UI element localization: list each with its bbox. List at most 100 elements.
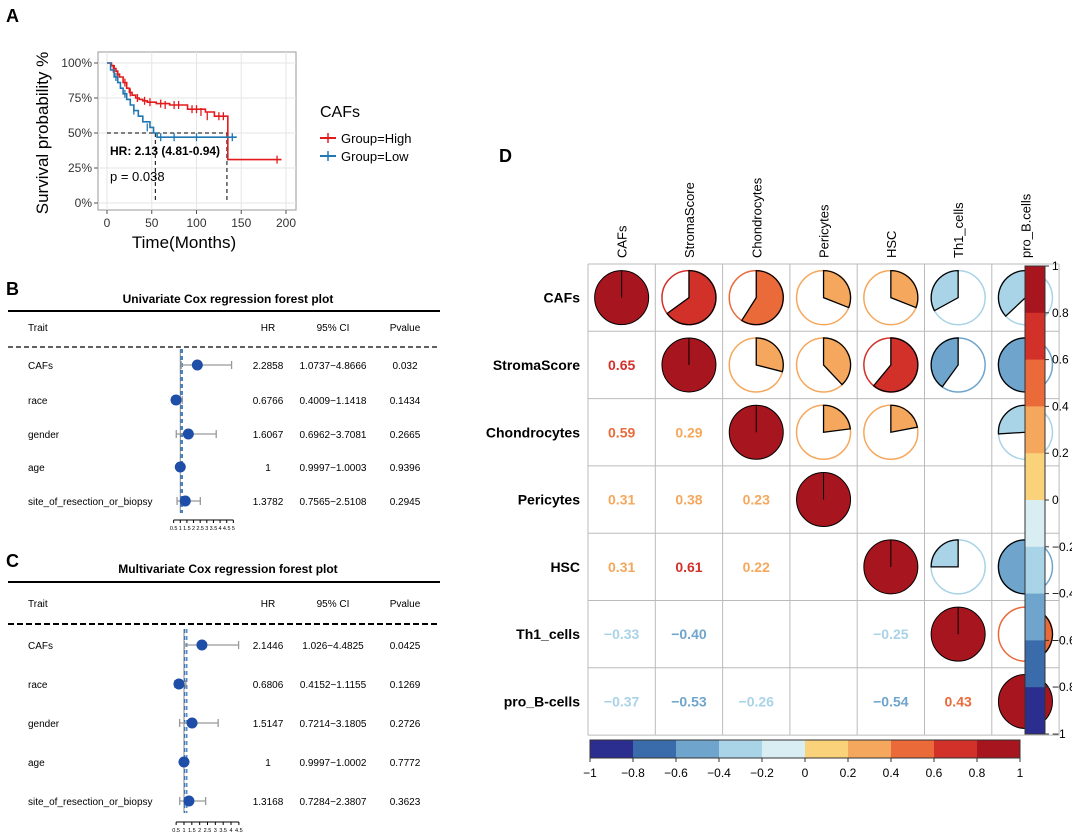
colorbar-right-tick-label: 0.2	[1052, 446, 1069, 460]
forest-c-title: Multivariate Cox regression forest plot	[118, 562, 337, 576]
colorbar-bottom-tick-label: 1	[1017, 766, 1024, 780]
corr-pie-wedge	[997, 269, 1027, 318]
colorbar-bottom-segment	[762, 740, 806, 758]
forest-b-p-value: 0.032	[392, 361, 417, 372]
forest-b-header-ci: 95% CI	[317, 323, 350, 334]
forest-c-axis-tick-label: 2	[198, 828, 201, 834]
forest-c-trait-label: gender	[28, 719, 60, 730]
colorbar-bottom-tick-label: −1	[583, 766, 597, 780]
univariate-forest-plot: Univariate Cox regression forest plot Tr…	[8, 292, 440, 532]
colorbar-right-tick-label: 0.8	[1052, 306, 1069, 320]
corr-column-label: Pericytes	[817, 204, 832, 258]
corr-pie-wedge	[822, 337, 852, 386]
corr-value-label: −0.33	[604, 626, 640, 642]
colorbar-right-segment	[1025, 359, 1045, 407]
forest-b-ci-value: 0.7565−2.5108	[299, 497, 366, 508]
colorbar-bottom-segment	[977, 740, 1021, 758]
corr-value-label: 0.31	[608, 559, 635, 575]
forest-b-axis: 0.5 1 1.5 2 2.5 3 3.5 4 4.5 5	[170, 519, 235, 532]
colorbar-bottom-segment	[676, 740, 720, 758]
km-x-label: Time(Months)	[132, 233, 236, 252]
corr-pie-wedge	[930, 539, 959, 568]
corr-column-label: pro_B.cells	[1018, 193, 1033, 258]
corr-row-label: Chondrocytes	[486, 424, 580, 440]
colorbar-bottom-segment	[719, 740, 763, 758]
corr-column-label: HSC	[884, 231, 899, 258]
forest-c-axis-tick-label: 3.5	[219, 828, 227, 834]
forest-c-axis-tick-label: 3	[214, 828, 217, 834]
corr-row-label: Th1_cells	[516, 626, 580, 642]
corr-row-label: CAFs	[543, 290, 580, 306]
forest-b-hr-value: 2.2858	[253, 361, 284, 372]
km-y-tick-label: 75%	[68, 91, 92, 105]
forest-b-axis-tick-label: 4.5	[223, 526, 231, 532]
corr-pie-wedge	[997, 337, 1032, 393]
corr-pie-wedge	[930, 337, 959, 388]
km-p-annotation: p = 0.038	[110, 169, 165, 184]
forest-c-marks	[173, 629, 240, 813]
corr-pie-wedge	[930, 269, 959, 312]
panel-label-d: D	[499, 146, 512, 166]
colorbar-bottom-segment	[590, 740, 634, 758]
corr-value-label: −0.53	[671, 693, 707, 709]
forest-b-hr-point	[182, 428, 194, 440]
corr-pie-wedge	[997, 539, 1033, 595]
colorbar-right-segment	[1025, 640, 1045, 688]
corr-value-label: −0.25	[873, 626, 909, 642]
forest-c-axis-tick-label: 2.5	[204, 828, 212, 834]
corr-value-label: 0.31	[608, 492, 635, 508]
forest-c-trait-label: race	[28, 680, 48, 691]
corr-pie-wedge	[822, 404, 852, 433]
corr-column-label: StromaScore	[682, 182, 697, 258]
forest-b-trait-label: race	[28, 396, 48, 407]
correlation-matrix: CAFs StromaScore Chondrocytes Pericytes HSC T…	[486, 177, 1072, 780]
forest-c-axis-tick-label: 1.5	[188, 828, 196, 834]
forest-b-axis-tick-label: 3	[205, 526, 208, 532]
forest-c-hr-point	[178, 756, 190, 768]
corr-pie-wedge	[872, 337, 919, 393]
corr-value-label: −0.26	[739, 693, 775, 709]
forest-c-axis-tick-label: 4.5	[235, 828, 243, 834]
colorbar-right-tick-label: −0.8	[1052, 680, 1072, 694]
forest-b-header-trait: Trait	[28, 323, 48, 334]
forest-c-p-value: 0.7772	[390, 758, 421, 769]
colorbar-bottom-segment	[805, 740, 849, 758]
colorbar-right-segment	[1025, 406, 1045, 454]
forest-b-trait-label: age	[28, 463, 45, 474]
colorbar-bottom-tick-label: −0.2	[750, 766, 774, 780]
forest-c-hr-value: 1	[265, 758, 271, 769]
forest-b-axis-tick-label: 1.5	[183, 526, 191, 532]
corr-value-label: −0.40	[671, 626, 707, 642]
forest-b-hr-point	[174, 461, 186, 473]
colorbar-bottom-tick-label: −0.6	[664, 766, 688, 780]
colorbar-bottom-segment	[848, 740, 892, 758]
forest-c-axis-tick-label: 0.5	[172, 828, 180, 834]
panel-label-c: C	[6, 551, 19, 571]
corr-row-label: Pericytes	[518, 492, 580, 508]
colorbar-bottom-tick-label: −0.4	[707, 766, 731, 780]
colorbar-right-tick-label: −1	[1052, 727, 1066, 741]
corr-pie-wedge	[890, 269, 919, 309]
forest-c-axis-tick-label: 1	[182, 828, 185, 834]
corr-value-label: 0.65	[608, 357, 635, 373]
forest-b-title: Univariate Cox regression forest plot	[123, 292, 334, 306]
forest-c-axis: 0.5 1 1.5 2 2.5 3 3.5 4 4.5	[172, 821, 243, 834]
forest-b-axis-tick-label: 1	[179, 526, 182, 532]
forest-b-hr-point	[191, 359, 203, 371]
km-plot: 0% 25% 50% 75% 100% 0 50 100 150 200 Time(Months…	[33, 51, 411, 252]
corr-column-label: Th1_cells	[951, 202, 966, 258]
multivariate-forest-plot: Multivariate Cox regression forest plot …	[8, 562, 440, 834]
forest-c-ci-value: 1.026−4.4825	[302, 641, 364, 652]
forest-b-header-hr: HR	[261, 323, 275, 334]
corr-value-label: 0.61	[675, 559, 702, 575]
colorbar-right-tick-label: −0.6	[1052, 633, 1072, 647]
forest-b-axis-tick-label: 5	[232, 526, 235, 532]
corr-row-label: pro_B-cells	[504, 693, 580, 709]
forest-b-p-value: 0.9396	[390, 463, 421, 474]
forest-b-hr-value: 1	[265, 463, 271, 474]
corr-row-label: HSC	[550, 559, 580, 575]
forest-c-hr-point	[186, 717, 198, 729]
km-x-tick-label: 50	[145, 216, 159, 230]
corr-pie-wedge	[822, 269, 852, 309]
